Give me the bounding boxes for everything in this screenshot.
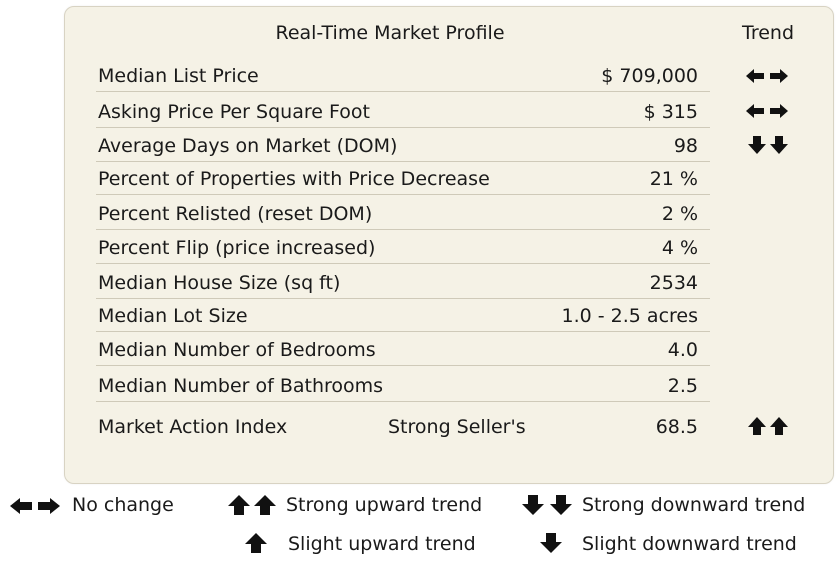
- double-down-arrow-icon: [522, 495, 572, 515]
- table-row: Percent Flip (price increased) 4 %: [96, 233, 710, 264]
- row-label: Percent Relisted (reset DOM): [98, 203, 373, 225]
- down-arrow-icon: [540, 533, 562, 553]
- row-label: Median House Size (sq ft): [98, 272, 341, 294]
- row-value: 98: [673, 135, 698, 157]
- double-horizontal-arrow-icon: [746, 103, 788, 119]
- double-horizontal-arrow-icon: [746, 68, 788, 84]
- double-down-arrow-icon: [748, 136, 788, 154]
- table-row: Median Number of Bedrooms 4.0: [96, 335, 710, 366]
- market-profile-panel: [64, 6, 834, 484]
- row-value: 68.5: [655, 416, 698, 438]
- table-row: Average Days on Market (DOM) 98: [96, 131, 710, 162]
- row-value: 2 %: [661, 203, 698, 225]
- legend-slight-down-label: Slight downward trend: [582, 533, 797, 555]
- row-value: 1.0 - 2.5 acres: [561, 305, 698, 327]
- table-row: Median Lot Size 1.0 - 2.5 acres: [96, 301, 710, 332]
- row-label: Average Days on Market (DOM): [98, 135, 398, 157]
- trend-column-header: Trend: [742, 22, 794, 44]
- row-label: Percent Flip (price increased): [98, 237, 376, 259]
- legend-strong-up-label: Strong upward trend: [286, 494, 483, 516]
- row-value: 21 %: [649, 168, 698, 190]
- double-up-arrow-icon: [748, 417, 788, 435]
- row-label: Median Number of Bedrooms: [98, 339, 376, 361]
- legend-slight-up-label: Slight upward trend: [288, 533, 476, 555]
- row-value: 2534: [649, 272, 698, 294]
- table-row: Market Action Index Strong Seller's 68.5: [96, 412, 710, 442]
- row-value: 4.0: [667, 339, 698, 361]
- row-value: 4 %: [661, 237, 698, 259]
- up-arrow-icon: [245, 533, 267, 553]
- profile-title: Real-Time Market Profile: [275, 22, 505, 44]
- legend-no-change-label: No change: [72, 494, 174, 516]
- row-label: Median Lot Size: [98, 305, 248, 327]
- row-value: $ 709,000: [601, 65, 698, 87]
- table-row: Median Number of Bathrooms 2.5: [96, 371, 710, 402]
- table-row: Percent Relisted (reset DOM) 2 %: [96, 199, 710, 230]
- row-value: $ 315: [643, 101, 698, 123]
- table-row: Asking Price Per Square Foot $ 315: [96, 97, 710, 128]
- row-label: Median List Price: [98, 65, 259, 87]
- table-row: Percent of Properties with Price Decreas…: [96, 164, 710, 195]
- row-label: Asking Price Per Square Foot: [98, 101, 370, 123]
- legend-strong-down-label: Strong downward trend: [582, 494, 806, 516]
- double-horizontal-arrow-icon: [10, 497, 60, 515]
- row-label: Percent of Properties with Price Decreas…: [98, 168, 490, 190]
- table-row: Median List Price $ 709,000: [96, 61, 710, 92]
- table-row: Median House Size (sq ft) 2534: [96, 268, 710, 299]
- row-label: Median Number of Bathrooms: [98, 375, 384, 397]
- double-up-arrow-icon: [228, 495, 276, 515]
- row-value: 2.5: [667, 375, 698, 397]
- row-label: Market Action Index: [98, 416, 288, 438]
- market-status-label: Strong Seller's: [388, 416, 526, 438]
